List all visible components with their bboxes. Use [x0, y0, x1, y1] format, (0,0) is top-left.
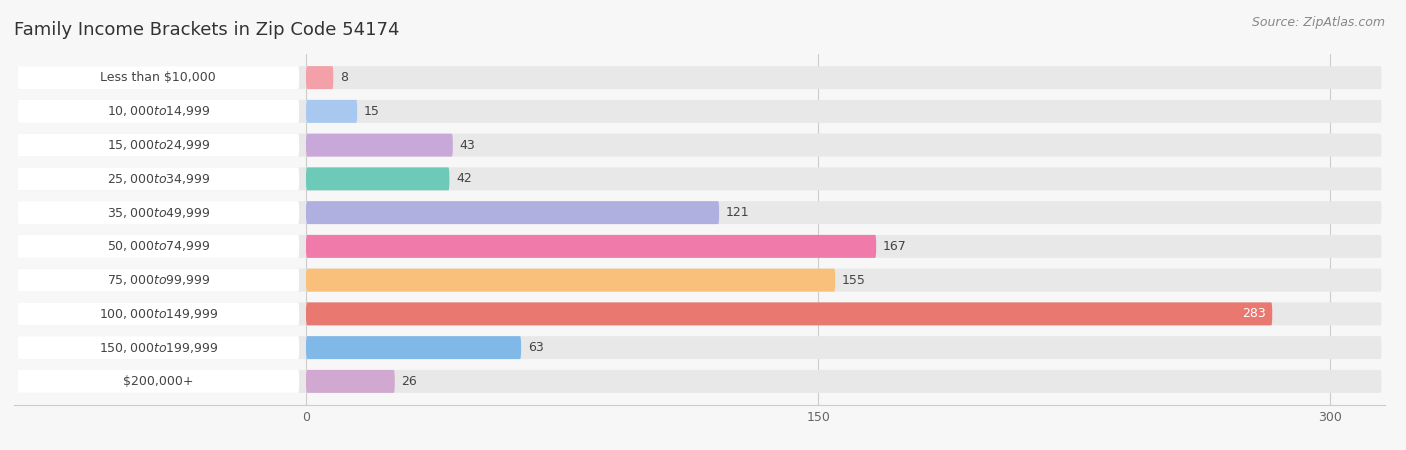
- Text: 26: 26: [402, 375, 418, 388]
- FancyBboxPatch shape: [17, 201, 1382, 224]
- FancyBboxPatch shape: [17, 336, 299, 359]
- Text: 121: 121: [725, 206, 749, 219]
- FancyBboxPatch shape: [17, 100, 1382, 123]
- Text: $10,000 to $14,999: $10,000 to $14,999: [107, 104, 209, 118]
- FancyBboxPatch shape: [307, 336, 522, 359]
- Text: 43: 43: [460, 139, 475, 152]
- FancyBboxPatch shape: [17, 235, 299, 258]
- FancyBboxPatch shape: [307, 134, 453, 157]
- FancyBboxPatch shape: [17, 201, 299, 224]
- Text: $15,000 to $24,999: $15,000 to $24,999: [107, 138, 209, 152]
- Text: 155: 155: [842, 274, 866, 287]
- Text: 167: 167: [883, 240, 907, 253]
- Text: 63: 63: [527, 341, 544, 354]
- FancyBboxPatch shape: [307, 302, 1272, 325]
- FancyBboxPatch shape: [17, 269, 1382, 292]
- FancyBboxPatch shape: [17, 167, 299, 190]
- Text: $35,000 to $49,999: $35,000 to $49,999: [107, 206, 209, 220]
- Text: $100,000 to $149,999: $100,000 to $149,999: [98, 307, 218, 321]
- FancyBboxPatch shape: [17, 302, 299, 325]
- FancyBboxPatch shape: [17, 134, 1382, 157]
- Text: Family Income Brackets in Zip Code 54174: Family Income Brackets in Zip Code 54174: [14, 21, 399, 39]
- FancyBboxPatch shape: [17, 167, 1382, 190]
- Text: 15: 15: [364, 105, 380, 118]
- Text: 8: 8: [340, 71, 349, 84]
- Text: $150,000 to $199,999: $150,000 to $199,999: [98, 341, 218, 355]
- Text: $50,000 to $74,999: $50,000 to $74,999: [107, 239, 209, 253]
- FancyBboxPatch shape: [307, 167, 450, 190]
- FancyBboxPatch shape: [307, 269, 835, 292]
- FancyBboxPatch shape: [17, 269, 299, 292]
- Text: 42: 42: [456, 172, 472, 185]
- Text: $75,000 to $99,999: $75,000 to $99,999: [107, 273, 209, 287]
- FancyBboxPatch shape: [307, 100, 357, 123]
- FancyBboxPatch shape: [17, 235, 1382, 258]
- FancyBboxPatch shape: [17, 66, 299, 89]
- Text: $200,000+: $200,000+: [124, 375, 194, 388]
- Text: 283: 283: [1241, 307, 1265, 320]
- FancyBboxPatch shape: [17, 66, 1382, 89]
- FancyBboxPatch shape: [17, 302, 1382, 325]
- FancyBboxPatch shape: [17, 134, 299, 157]
- FancyBboxPatch shape: [17, 336, 1382, 359]
- FancyBboxPatch shape: [307, 235, 876, 258]
- FancyBboxPatch shape: [307, 201, 718, 224]
- FancyBboxPatch shape: [307, 370, 395, 393]
- FancyBboxPatch shape: [17, 370, 1382, 393]
- FancyBboxPatch shape: [17, 370, 299, 393]
- Text: Less than $10,000: Less than $10,000: [100, 71, 217, 84]
- FancyBboxPatch shape: [307, 66, 333, 89]
- FancyBboxPatch shape: [17, 100, 299, 123]
- Text: $25,000 to $34,999: $25,000 to $34,999: [107, 172, 209, 186]
- Text: Source: ZipAtlas.com: Source: ZipAtlas.com: [1251, 16, 1385, 29]
